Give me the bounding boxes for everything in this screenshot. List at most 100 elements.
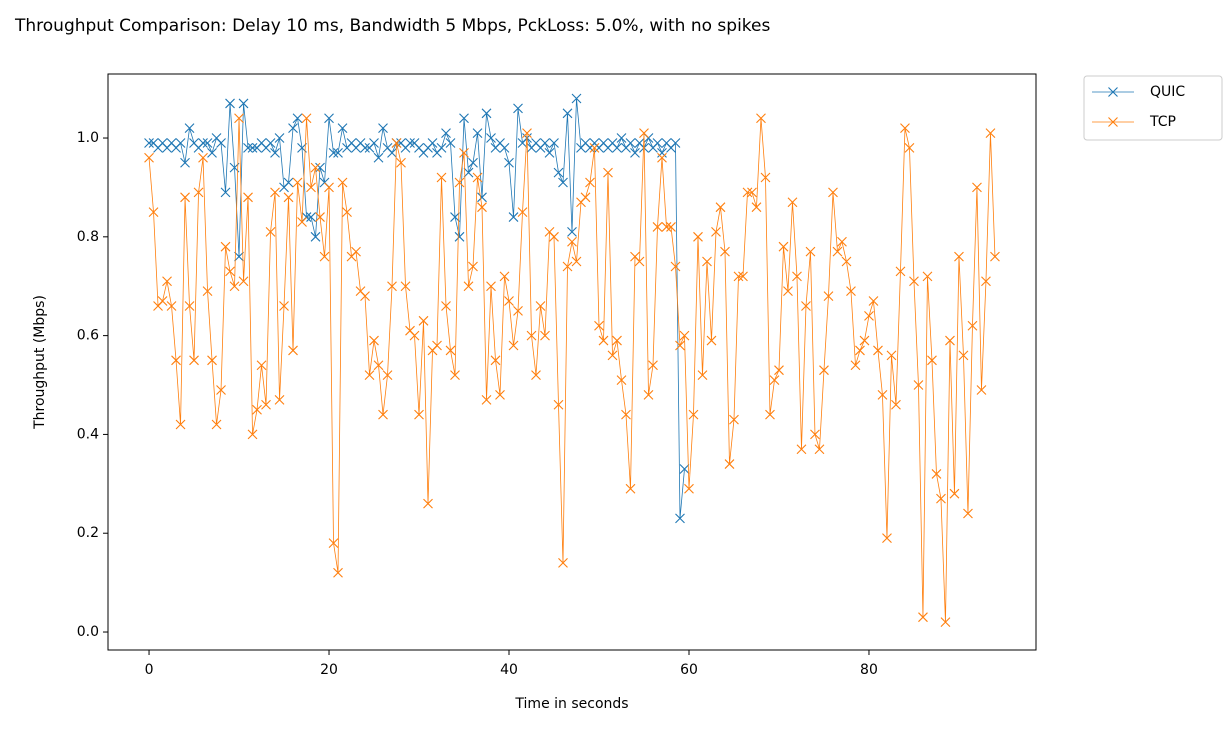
data-point xyxy=(504,157,514,168)
data-point xyxy=(679,330,690,341)
legend-marker xyxy=(1108,87,1118,97)
data-point xyxy=(387,147,397,158)
data-point xyxy=(261,399,271,410)
data-point xyxy=(922,271,933,282)
data-point xyxy=(247,429,258,440)
y-tick-label: 0.2 xyxy=(77,525,99,541)
data-point xyxy=(423,498,433,509)
data-point xyxy=(598,335,609,346)
data-point xyxy=(981,276,991,287)
data-point xyxy=(148,207,159,218)
data-point xyxy=(963,508,973,519)
data-point xyxy=(886,350,897,361)
data-point xyxy=(612,335,622,346)
data-point xyxy=(373,152,384,163)
data-point xyxy=(535,301,546,311)
data-point xyxy=(445,345,456,356)
data-point xyxy=(504,296,514,306)
data-point xyxy=(841,256,852,267)
data-point xyxy=(900,123,910,134)
data-point xyxy=(472,128,483,138)
data-point xyxy=(778,241,789,252)
data-point xyxy=(234,113,244,124)
y-tick-label: 1.0 xyxy=(77,130,99,146)
data-point xyxy=(931,469,942,479)
data-point xyxy=(783,286,793,297)
data-point xyxy=(589,143,600,153)
data-point xyxy=(630,147,640,158)
data-point xyxy=(976,385,987,395)
data-point xyxy=(643,390,654,400)
data-point xyxy=(729,414,739,425)
data-point xyxy=(819,365,829,376)
data-point xyxy=(418,315,429,326)
data-point xyxy=(954,251,964,262)
data-point xyxy=(810,429,820,440)
data-point xyxy=(400,281,411,292)
data-point xyxy=(247,143,258,153)
data-point xyxy=(396,157,406,168)
data-point xyxy=(562,108,573,119)
chart-title: Throughput Comparison: Delay 10 ms, Band… xyxy=(14,16,770,36)
data-point xyxy=(625,138,636,148)
data-point xyxy=(144,152,154,163)
data-point xyxy=(342,207,352,218)
data-point xyxy=(202,138,213,148)
data-point xyxy=(310,231,321,242)
data-point xyxy=(972,182,982,193)
data-point xyxy=(553,399,564,410)
data-point xyxy=(895,266,906,277)
data-point xyxy=(193,187,204,198)
data-point xyxy=(328,538,339,548)
data-point xyxy=(949,488,960,499)
data-point xyxy=(540,330,550,341)
data-point xyxy=(621,409,631,420)
data-point xyxy=(360,291,370,301)
data-point xyxy=(891,399,901,410)
data-point xyxy=(612,143,622,153)
data-point xyxy=(436,143,447,153)
data-point xyxy=(670,261,681,272)
data-point xyxy=(540,138,550,148)
data-point xyxy=(769,375,780,385)
y-axis-label: Throughput (Mbps) xyxy=(32,295,48,430)
data-point xyxy=(873,345,883,356)
data-point xyxy=(940,617,951,628)
data-point xyxy=(846,286,856,297)
data-point xyxy=(481,108,492,119)
data-point xyxy=(927,355,937,366)
data-point xyxy=(562,261,573,272)
data-point xyxy=(499,143,510,153)
data-point xyxy=(364,370,375,381)
data-point xyxy=(283,177,294,188)
data-point xyxy=(238,276,249,287)
data-point xyxy=(567,226,577,237)
data-point xyxy=(616,375,627,385)
x-axis-label: Time in seconds xyxy=(514,696,628,712)
data-point xyxy=(292,113,303,124)
data-point xyxy=(738,271,748,282)
data-point xyxy=(486,133,496,143)
data-point xyxy=(724,459,735,469)
data-point xyxy=(373,360,384,371)
data-point xyxy=(670,138,681,148)
data-point xyxy=(288,123,298,134)
data-point xyxy=(657,147,667,158)
data-point xyxy=(207,147,217,158)
legend-marker xyxy=(1108,117,1118,127)
data-point xyxy=(517,207,528,218)
data-point xyxy=(648,360,658,371)
data-point xyxy=(225,98,235,109)
data-point xyxy=(571,93,582,104)
data-point xyxy=(702,256,712,267)
data-point xyxy=(454,177,465,188)
data-point xyxy=(157,296,168,306)
data-point xyxy=(180,192,190,203)
data-point xyxy=(594,320,604,331)
data-point xyxy=(904,143,915,153)
data-point xyxy=(967,320,978,331)
data-point xyxy=(711,226,721,237)
data-point xyxy=(472,172,483,183)
data-point xyxy=(661,222,672,232)
